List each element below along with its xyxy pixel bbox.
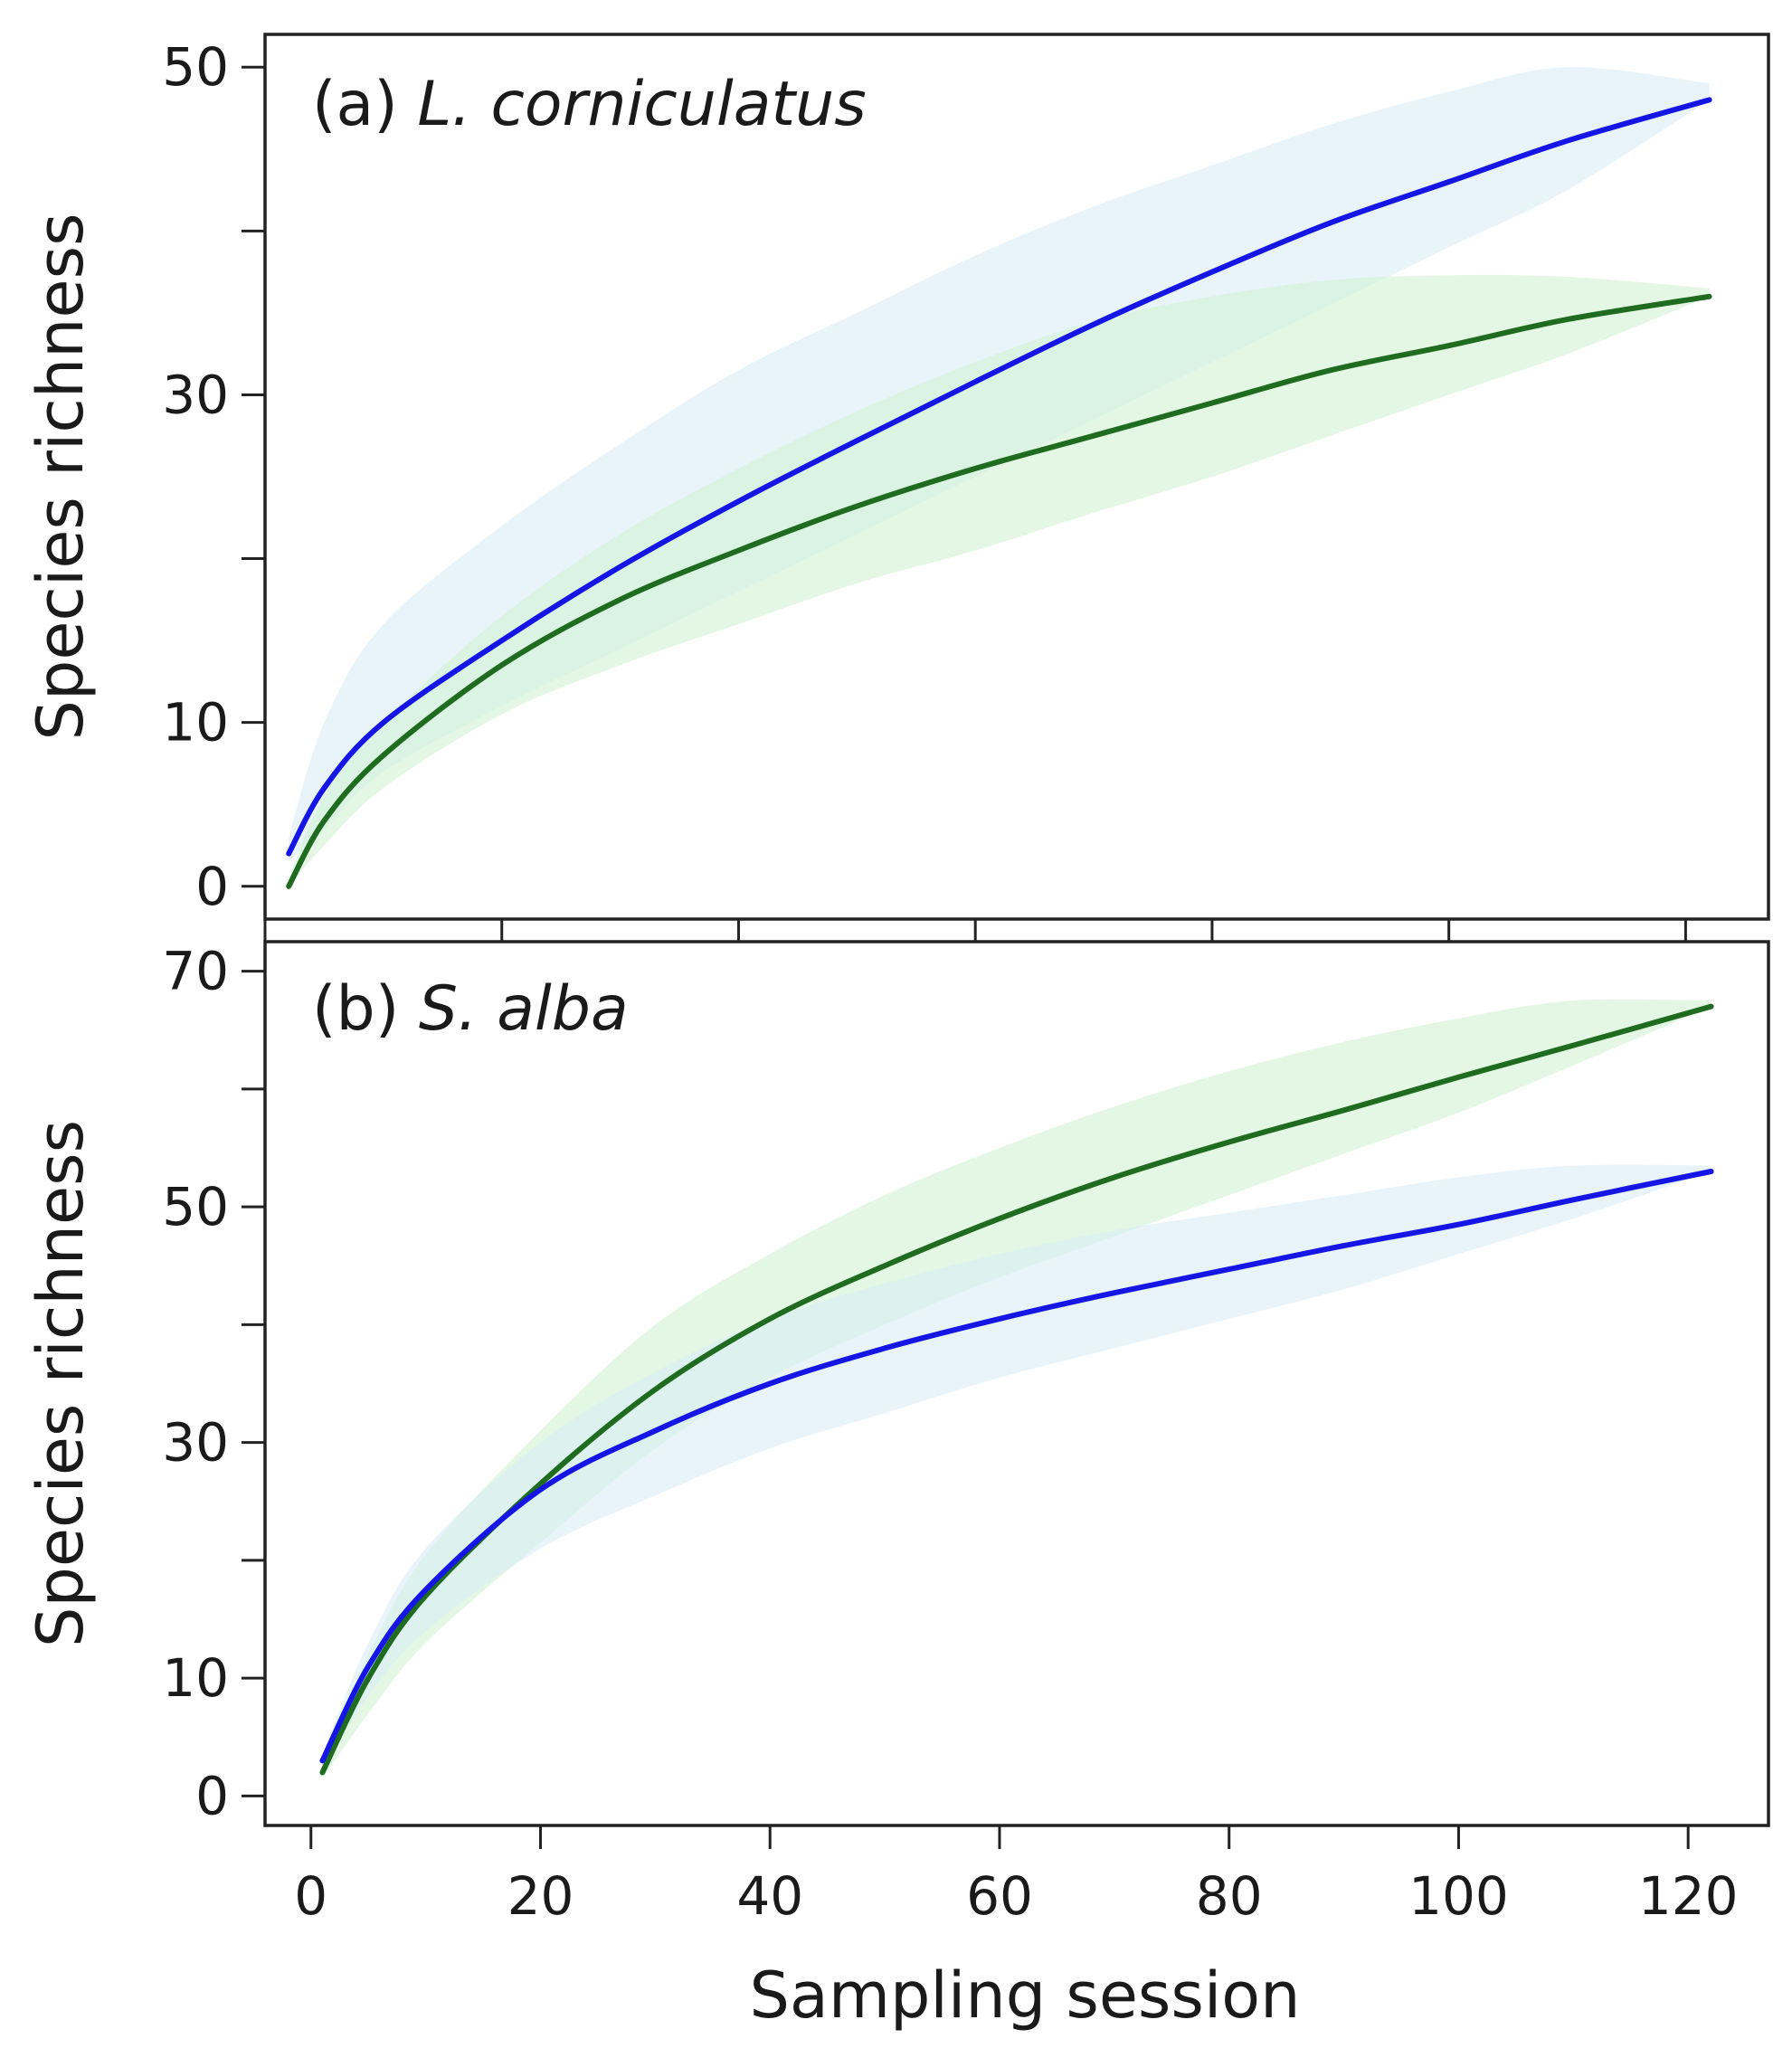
y-tick-label: 50 — [162, 36, 229, 98]
species-name: S. alba — [419, 973, 629, 1045]
confidence-band-blue — [322, 1164, 1711, 1767]
y-tick-label: 30 — [162, 1412, 229, 1474]
y-tick-label: 0 — [195, 1765, 229, 1826]
series-line-green — [286, 293, 1712, 889]
series-line-blue — [319, 1169, 1714, 1764]
x-tick-label: 100 — [1408, 1865, 1509, 1927]
y-tick-label: 0 — [195, 856, 229, 917]
plot-frame — [263, 33, 1770, 921]
x-tick-label: 120 — [1638, 1865, 1739, 1927]
x-axis-title: Sampling session — [749, 1958, 1300, 2033]
y-tick-label: 10 — [162, 692, 229, 754]
panel-title: (b) S. alba — [312, 973, 629, 1045]
panel-letter: (b) — [312, 973, 419, 1045]
x-tick-label: 80 — [1196, 1865, 1263, 1927]
y-tick-label: 70 — [162, 941, 229, 1002]
series-line-blue — [286, 97, 1712, 857]
y-tick-label: 30 — [162, 364, 229, 425]
panel-a: 0 10 30 50 Species richness (a) L. corniculat… — [24, 33, 1770, 943]
x-tick-label: 0 — [294, 1865, 327, 1927]
y-axis-title: Species richness — [24, 1120, 98, 1647]
confidence-band-green — [289, 274, 1710, 887]
x-tick-label: 60 — [966, 1865, 1033, 1927]
species-name: L. corniculatus — [417, 69, 866, 140]
plot-frame — [263, 940, 1770, 1827]
series-line-green — [319, 1003, 1714, 1776]
y-tick-label: 50 — [162, 1176, 229, 1237]
panel-b: 0 10 30 50 70 0 20 40 60 80 100 120 Species richness… — [24, 940, 1770, 1927]
y-tick-label: 10 — [162, 1647, 229, 1709]
y-axis-title: Species richness — [24, 213, 98, 740]
confidence-band-green — [322, 999, 1711, 1778]
panel-letter: (a) — [312, 69, 417, 140]
x-tick-label: 40 — [736, 1865, 803, 1927]
panel-title: (a) L. corniculatus — [312, 69, 867, 140]
x-tick-label: 20 — [507, 1865, 574, 1927]
